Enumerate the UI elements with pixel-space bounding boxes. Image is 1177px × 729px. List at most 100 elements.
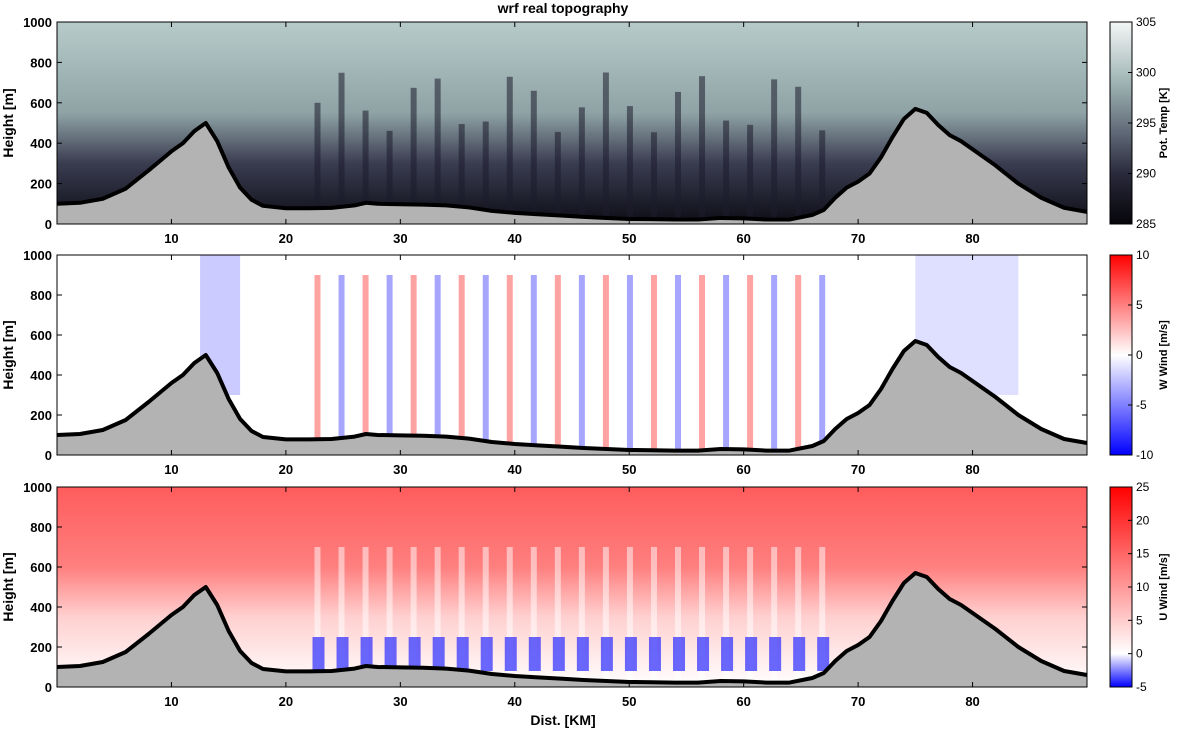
field-streak: [482, 547, 489, 687]
field-streak: [771, 547, 778, 687]
colorbar-tick-label: 10: [1136, 580, 1150, 594]
field-streak: [602, 72, 609, 224]
field-streak: [578, 275, 585, 455]
field-streak: [338, 72, 345, 224]
y-tick-label: 800: [30, 55, 52, 70]
x-tick-label: 70: [851, 694, 865, 709]
field-streak-negative: [384, 637, 397, 671]
x-tick-label: 10: [164, 694, 178, 709]
figure-title: wrf real topography: [497, 0, 629, 16]
y-axis-label: Height [m]: [0, 320, 16, 389]
y-tick-label: 400: [30, 600, 52, 615]
field-streak-negative: [697, 637, 710, 671]
y-tick-label: 1000: [23, 15, 52, 30]
field-streaks: [312, 547, 830, 687]
x-tick-label: 60: [736, 694, 750, 709]
y-tick-label: 0: [45, 217, 52, 232]
field-streak-negative: [793, 637, 806, 671]
field-streak: [314, 275, 321, 455]
field-streak: [747, 124, 754, 224]
y-tick-label: 400: [30, 136, 52, 151]
field-streak: [506, 275, 513, 455]
colorbar-tick-label: 285: [1136, 217, 1156, 231]
y-tick-label: 800: [30, 288, 52, 303]
x-tick-label: 50: [622, 231, 636, 246]
x-tick-label: 70: [851, 231, 865, 246]
field-streak: [699, 275, 706, 455]
y-axis-label: Height [m]: [0, 88, 16, 157]
axes-frame: [56, 21, 1088, 225]
field-streak: [458, 547, 465, 687]
field-streak: [434, 78, 441, 225]
x-tick-label: 10: [164, 231, 178, 246]
field-streak: [314, 547, 321, 687]
field-streak: [675, 275, 681, 455]
x-tick-label: 20: [279, 462, 293, 477]
x-tick-label: 10: [164, 462, 178, 477]
field-streak: [650, 132, 657, 224]
y-tick-label: 600: [30, 560, 52, 575]
field-streak: [458, 275, 465, 455]
field-streak: [554, 547, 561, 687]
field-streak: [530, 547, 537, 687]
x-tick-label: 60: [736, 462, 750, 477]
colorbar-tick-label: 25: [1136, 480, 1150, 494]
y-tick-label: 200: [30, 640, 52, 655]
field-streak-negative: [312, 637, 325, 671]
field-streak: [626, 547, 633, 687]
x-tick-label: 50: [622, 462, 636, 477]
field-streak: [434, 275, 441, 455]
y-tick-label: 1000: [23, 248, 52, 263]
field-streak-negative: [624, 637, 637, 671]
y-tick-label: 800: [30, 520, 52, 535]
field-streak: [675, 547, 681, 687]
y-tick-label: 200: [30, 177, 52, 192]
panel-2: 10 20 30 40 50 60 70 8002004006008001000Height …: [0, 248, 1170, 477]
field-streak: [699, 76, 706, 225]
y-tick-label: 200: [30, 408, 52, 423]
panel-3: 10 20 30 40 50 60 70 8002004006008001000Height …: [0, 480, 1170, 709]
field-streak-negative: [552, 637, 565, 671]
colorbar-label: W Wind [m/s]: [1158, 320, 1170, 390]
x-tick-label: 40: [508, 694, 522, 709]
field-streak: [338, 275, 345, 455]
terrain-outline: [56, 339, 1088, 453]
field-streak: [578, 547, 585, 687]
colorbar-tick-label: 295: [1136, 116, 1156, 130]
field-streak-negative: [528, 637, 541, 671]
colorbar-tick-label: 0: [1136, 348, 1143, 362]
x-tick-label: 80: [965, 694, 979, 709]
colorbar-tick-label: 5: [1136, 298, 1143, 312]
field-streak: [410, 87, 417, 224]
colorbar-tick-label: 5: [1136, 613, 1143, 627]
colorbar-tick-label: 305: [1136, 15, 1156, 29]
field-streak-negative: [648, 637, 661, 671]
field-streak: [650, 275, 657, 455]
field-streak: [482, 275, 489, 455]
x-tick-label: 20: [279, 694, 293, 709]
field-streak: [314, 102, 321, 224]
field-streak: [699, 547, 706, 687]
axes-frame: [56, 486, 1088, 688]
field-streak-negative: [456, 637, 469, 671]
x-axis-label: Dist. [KM]: [530, 712, 595, 728]
field-streak: [506, 76, 513, 224]
colorbar-tick-label: 290: [1136, 167, 1156, 181]
colorbar-label: Pot. Temp [K]: [1158, 87, 1170, 158]
field-streak-negative: [432, 637, 445, 671]
colorbar-tick-label: 300: [1136, 66, 1156, 80]
field-streak-negative: [600, 637, 613, 671]
x-tick-label: 30: [393, 694, 407, 709]
terrain-outline: [56, 571, 1088, 685]
field-streak: [626, 275, 633, 455]
field-streak-negative: [817, 637, 830, 671]
x-tick-label: 60: [736, 231, 750, 246]
field-streak: [819, 275, 826, 455]
terrain-fill: [57, 573, 1087, 687]
colorbar-tick-label: -10: [1136, 448, 1154, 462]
field-streak: [506, 547, 513, 687]
field-streak-negative: [673, 637, 685, 671]
terrain-fill: [57, 108, 1087, 224]
field-streak: [362, 110, 369, 224]
